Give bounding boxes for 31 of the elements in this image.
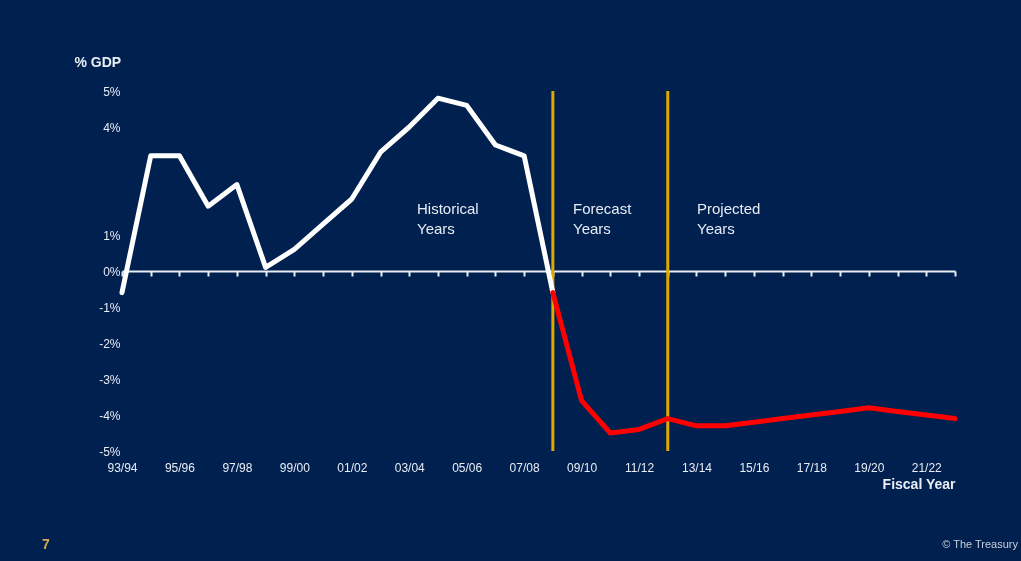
- x-tick-label: 05/06: [452, 460, 483, 475]
- y-tick-label: 4%: [103, 120, 121, 135]
- annotation: Projected Years: [697, 200, 761, 237]
- annotation: Historical Years: [417, 200, 479, 237]
- y-axis-title: % GDP: [74, 53, 122, 70]
- y-tick-label: -4%: [99, 408, 121, 423]
- annotation: Forecast Years: [573, 200, 633, 237]
- y-tick-label: 1%: [103, 228, 121, 243]
- x-axis-title: Fiscal Year: [882, 475, 957, 492]
- x-tick-label: 95/96: [164, 460, 196, 475]
- y-tick-label: 5%: [103, 84, 121, 99]
- text: 7: [42, 536, 50, 552]
- y-tick-label: -2%: [99, 336, 121, 351]
- x-tick-label: 17/18: [796, 460, 828, 475]
- y-tick-label: -3%: [99, 372, 121, 387]
- y-tick-label: 0%: [103, 264, 121, 279]
- y-tick-label: -5%: [99, 444, 121, 459]
- x-tick-label: 03/04: [394, 460, 426, 475]
- x-tick-label: 13/14: [681, 460, 713, 475]
- x-tick-label: 15/16: [739, 460, 770, 475]
- x-tick-label: 21/22: [911, 460, 943, 475]
- x-tick-label: 93/94: [107, 460, 138, 475]
- x-tick-label: 09/10: [567, 460, 598, 475]
- y-tick-label: -1%: [99, 300, 121, 315]
- x-tick-label: 99/00: [279, 460, 311, 475]
- x-tick-label: 11/12: [624, 460, 655, 475]
- x-tick-label: 19/20: [854, 460, 885, 475]
- x-tick-label: 97/98: [222, 460, 253, 475]
- x-tick-label: 01/02: [337, 460, 368, 475]
- text: © The Treasury: [942, 538, 1019, 550]
- x-tick-label: 07/08: [509, 460, 540, 475]
